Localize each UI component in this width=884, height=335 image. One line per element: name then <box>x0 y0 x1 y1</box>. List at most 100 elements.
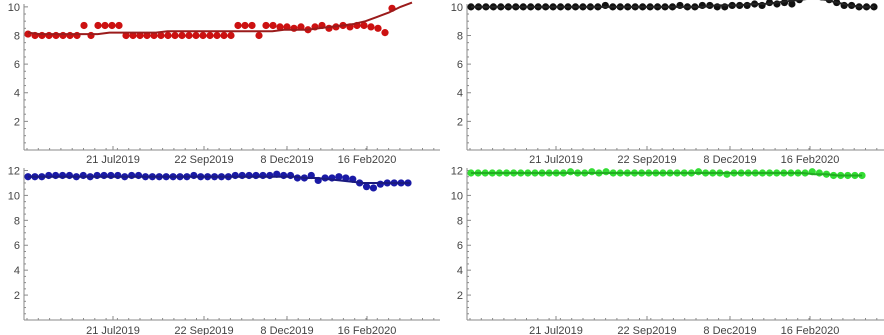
data-point <box>758 1 766 10</box>
data-point <box>107 171 115 180</box>
data-point <box>134 171 143 180</box>
data-point <box>38 31 46 40</box>
y-tick-label: 6 <box>14 59 20 71</box>
data-point <box>698 1 706 10</box>
data-point <box>269 21 277 30</box>
data-point <box>65 171 74 180</box>
y-tick-label: 8 <box>457 215 463 227</box>
y-tick-label: 12 <box>8 165 20 177</box>
y-tick-label: 10 <box>8 2 20 14</box>
data-point <box>283 23 291 31</box>
data-point <box>52 171 60 180</box>
data-point <box>262 21 270 30</box>
data-point <box>713 3 721 11</box>
data-point <box>676 1 684 10</box>
data-point <box>108 21 116 30</box>
data-point <box>602 168 610 176</box>
y-tick-label: 4 <box>14 265 20 277</box>
data-point <box>45 31 53 40</box>
y-tick-label: 10 <box>451 190 463 202</box>
data-point <box>114 171 122 180</box>
data-point <box>723 170 731 178</box>
chart-panel-bottom-left: 2 4 6 8 10 12 21 Jul2019 22 Sep2019 8 Dec2019 16 … <box>8 165 440 335</box>
x-tick-label: 16 Feb2020 <box>338 154 397 166</box>
x-tick-label: 8 Dec2019 <box>260 154 313 166</box>
data-point <box>238 171 246 180</box>
data-point <box>185 31 193 40</box>
data-point <box>252 171 260 180</box>
data-point <box>58 171 67 180</box>
data-point <box>248 21 256 30</box>
data-point <box>101 21 109 30</box>
x-tick-label: 21 Jul2019 <box>529 154 583 166</box>
data-point <box>381 29 389 37</box>
data-point <box>566 168 575 176</box>
data-point <box>815 169 823 177</box>
data-point <box>178 31 186 40</box>
fit-line <box>471 172 862 177</box>
data-point <box>80 21 88 30</box>
data-point <box>59 31 67 40</box>
x-tick-label: 22 Sep2019 <box>617 325 676 335</box>
data-point <box>199 31 207 40</box>
data-point <box>376 180 384 188</box>
data-point <box>128 171 136 180</box>
data-point <box>255 31 263 40</box>
data-point <box>206 31 214 40</box>
data-point <box>245 171 253 180</box>
y-tick-label: 2 <box>14 116 20 128</box>
y-tick-label: 6 <box>457 240 463 252</box>
x-tick-label: 8 Dec2019 <box>260 325 313 335</box>
x-tick-label: 16 Feb2020 <box>338 325 397 335</box>
data-point <box>227 31 235 40</box>
fit-line <box>27 1 413 36</box>
data-point <box>129 31 137 40</box>
data-point <box>100 171 108 180</box>
y-tick-label: 8 <box>14 215 20 227</box>
data-point <box>286 171 295 180</box>
chart-panel-bottom-right: 2 4 6 8 10 12 21 Jul2019 22 Sep2019 8 Dec2019 16 … <box>451 165 884 335</box>
data-point <box>143 31 151 40</box>
y-tick-label: 12 <box>451 165 463 177</box>
chart-panel-top-left: 2 4 6 8 10 21 Jul2019 22 Sep2019 8 Dec2019 16 Fe… <box>8 1 440 166</box>
y-tick-label: 6 <box>457 59 463 71</box>
data-point <box>601 1 609 10</box>
chart-panel-top-right: 2 4 6 8 10 21 Jul2019 22 Sep2019 8 Dec2019 16 Fe… <box>451 0 884 166</box>
data-point <box>73 31 81 40</box>
x-tick-label: 21 Jul2019 <box>86 154 140 166</box>
y-tick-label: 4 <box>457 265 463 277</box>
data-point <box>122 31 130 40</box>
data-point <box>360 21 368 30</box>
data-point <box>335 173 343 181</box>
y-tick-label: 10 <box>8 190 20 202</box>
y-tick-label: 10 <box>451 2 463 14</box>
data-point <box>79 171 87 180</box>
data-point <box>213 31 221 40</box>
y-tick-label: 8 <box>457 30 463 42</box>
data-point <box>93 171 101 180</box>
data-point <box>342 174 350 182</box>
data-point <box>24 30 32 38</box>
data-point <box>369 184 378 192</box>
data-point <box>192 31 200 40</box>
data-point <box>94 21 102 30</box>
y-tick-label: 2 <box>457 116 463 128</box>
data-point <box>588 168 596 176</box>
y-tick-label: 8 <box>14 30 20 42</box>
x-tick-label: 22 Sep2019 <box>174 154 233 166</box>
x-tick-label: 21 Jul2019 <box>529 325 583 335</box>
data-point <box>290 24 298 32</box>
data-point <box>52 31 60 40</box>
y-tick-label: 2 <box>14 290 20 302</box>
x-tick-label: 16 Feb2020 <box>781 154 840 166</box>
data-point <box>259 171 267 180</box>
x-tick-label: 16 Feb2020 <box>781 325 840 335</box>
data-point <box>721 3 729 11</box>
y-tick-label: 2 <box>457 290 463 302</box>
x-tick-label: 22 Sep2019 <box>617 154 676 166</box>
x-tick-label: 21 Jul2019 <box>86 325 140 335</box>
y-tick-label: 4 <box>457 88 463 100</box>
data-point <box>362 183 371 191</box>
data-point <box>367 23 375 31</box>
